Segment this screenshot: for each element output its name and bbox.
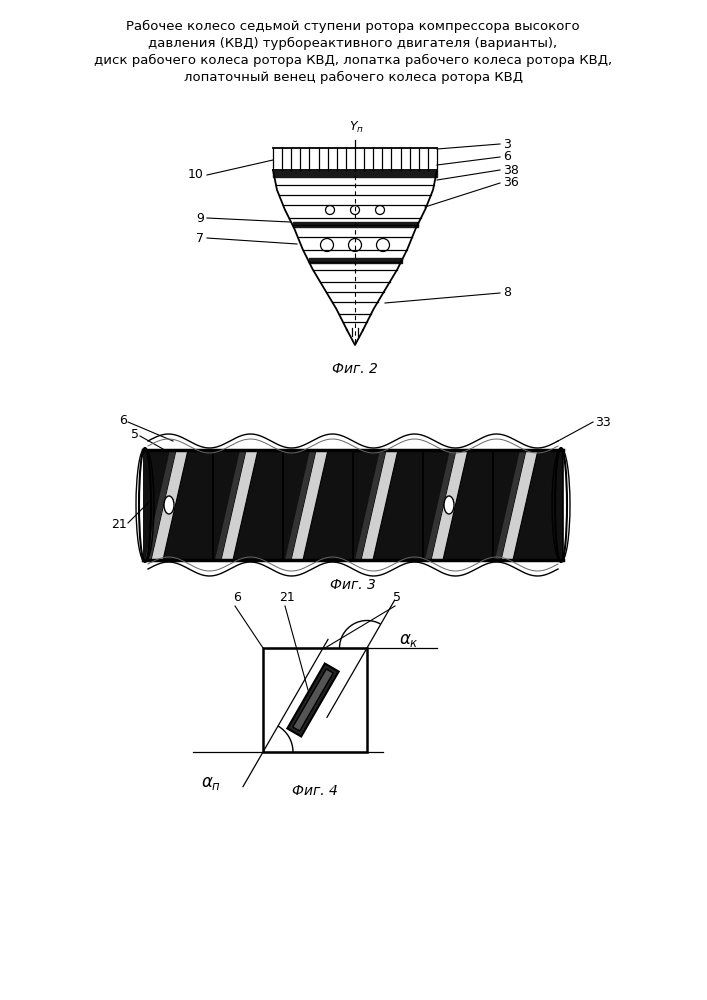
Polygon shape — [495, 450, 526, 560]
Ellipse shape — [164, 496, 174, 514]
Polygon shape — [425, 450, 456, 560]
Text: Фиг. 4: Фиг. 4 — [292, 784, 338, 798]
Bar — [143, 450, 563, 560]
Text: 5: 5 — [131, 428, 139, 440]
Polygon shape — [285, 450, 316, 560]
Text: давления (КВД) турбореактивного двигателя (варианты),: давления (КВД) турбореактивного двигател… — [148, 37, 558, 50]
Polygon shape — [145, 450, 176, 560]
Text: 6: 6 — [233, 591, 241, 604]
Polygon shape — [151, 450, 188, 560]
Text: 38: 38 — [503, 163, 519, 176]
Text: 10: 10 — [188, 168, 204, 182]
Polygon shape — [215, 450, 246, 560]
Polygon shape — [221, 450, 258, 560]
Text: диск рабочего колеса ротора КВД, лопатка рабочего колеса ротора КВД,: диск рабочего колеса ротора КВД, лопатка… — [94, 54, 612, 67]
Text: 5: 5 — [393, 591, 401, 604]
Text: $\alpha_п$: $\alpha_п$ — [201, 774, 221, 792]
Text: Фиг. 2: Фиг. 2 — [332, 362, 378, 376]
Text: 7: 7 — [196, 232, 204, 244]
Text: $Y_п$: $Y_п$ — [349, 120, 365, 135]
Text: 8: 8 — [503, 286, 511, 300]
Text: $\alpha_к$: $\alpha_к$ — [399, 631, 419, 649]
Polygon shape — [501, 450, 538, 560]
Text: 6: 6 — [503, 150, 511, 163]
Text: 9: 9 — [196, 212, 204, 225]
Polygon shape — [431, 450, 468, 560]
Text: лопаточный венец рабочего колеса ротора КВД: лопаточный венец рабочего колеса ротора … — [184, 71, 522, 84]
Text: 33: 33 — [595, 416, 611, 428]
Polygon shape — [287, 664, 339, 736]
Polygon shape — [355, 450, 386, 560]
Polygon shape — [291, 450, 328, 560]
Text: 21: 21 — [279, 591, 295, 604]
Text: Рабочее колесо седьмой ступени ротора компрессора высокого: Рабочее колесо седьмой ступени ротора ко… — [126, 20, 580, 33]
Text: 36: 36 — [503, 176, 519, 190]
Text: 21: 21 — [111, 518, 127, 532]
Text: 3: 3 — [503, 137, 511, 150]
Polygon shape — [293, 669, 333, 731]
Text: Фиг. 3: Фиг. 3 — [330, 578, 376, 592]
Bar — [263, 648, 367, 752]
Text: 6: 6 — [119, 414, 127, 426]
Ellipse shape — [444, 496, 454, 514]
Polygon shape — [361, 450, 398, 560]
